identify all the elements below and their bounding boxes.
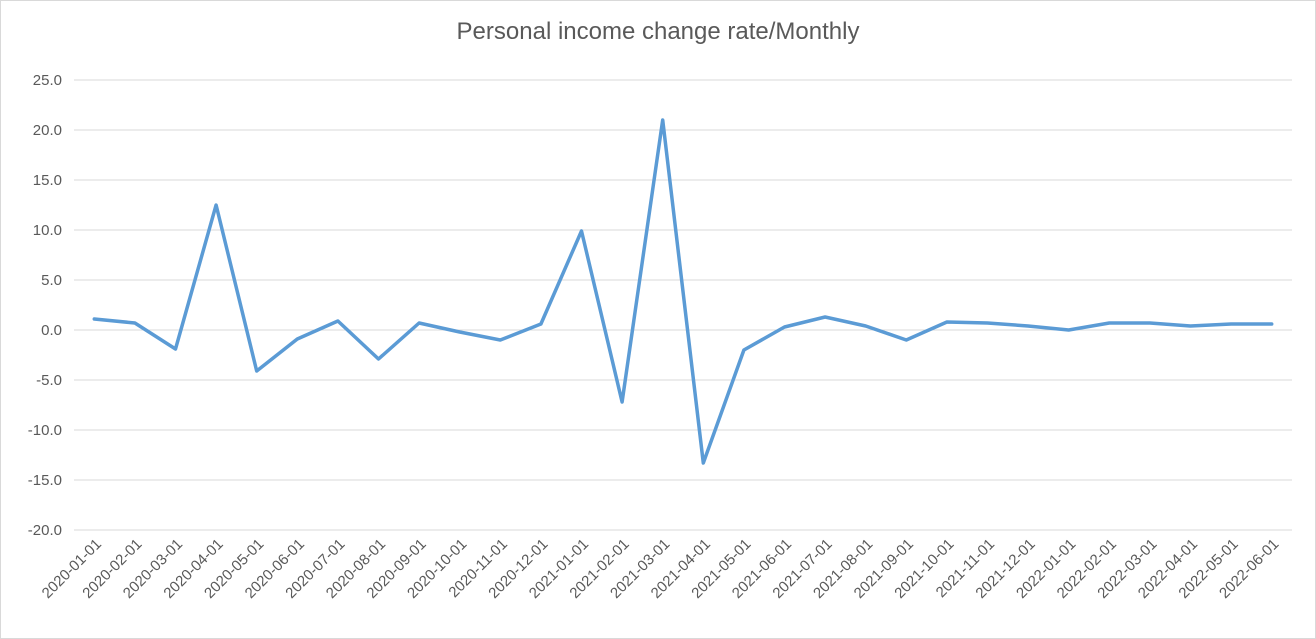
- data-point: [823, 315, 827, 319]
- chart-title: Personal income change rate/Monthly: [456, 18, 860, 45]
- data-point: [986, 321, 990, 325]
- data-point: [417, 321, 421, 325]
- gridlines: [74, 79, 1292, 531]
- data-point: [336, 319, 340, 323]
- data-point: [1189, 324, 1193, 328]
- data-point: [864, 324, 868, 328]
- y-tick-label: 5.0: [41, 272, 62, 289]
- data-point: [904, 338, 908, 342]
- data-point: [1026, 324, 1030, 328]
- data-point: [214, 203, 218, 207]
- data-point: [783, 325, 787, 329]
- y-tick-label: -5.0: [36, 372, 62, 389]
- data-point: [661, 118, 665, 122]
- data-point: [174, 347, 178, 351]
- data-point: [133, 321, 137, 325]
- y-tick-label: 0.0: [41, 322, 62, 339]
- data-point: [945, 320, 949, 324]
- data-point: [1270, 322, 1274, 326]
- data-point: [539, 322, 543, 326]
- data-point: [295, 337, 299, 341]
- data-point: [1107, 321, 1111, 325]
- y-tick-label: -20.0: [28, 522, 62, 539]
- data-point: [92, 317, 96, 321]
- y-tick-label: 10.0: [33, 222, 62, 239]
- y-axis: 25.0 20.0 15.0 10.0 5.0 0.0 -5.0 -10.0 -15.0 -20.…: [28, 72, 62, 539]
- x-axis: 2020-01-012020-02-012020-03-012020-04-01…: [39, 536, 1283, 602]
- data-point: [1148, 321, 1152, 325]
- data-point: [458, 330, 462, 334]
- data-point: [498, 338, 502, 342]
- y-tick-label: 25.0: [33, 72, 62, 89]
- data-point: [1067, 328, 1071, 332]
- data-point: [255, 369, 259, 373]
- data-point: [620, 400, 624, 404]
- y-tick-label: -15.0: [28, 472, 62, 489]
- series-layer: [92, 118, 1274, 465]
- series-line: [92, 118, 1274, 465]
- data-point: [1229, 322, 1233, 326]
- data-point: [580, 229, 584, 233]
- y-tick-label: 15.0: [33, 172, 62, 189]
- y-tick-label: -10.0: [28, 422, 62, 439]
- data-point: [377, 357, 381, 361]
- data-point: [701, 461, 705, 465]
- y-tick-label: 20.0: [33, 122, 62, 139]
- data-point: [742, 348, 746, 352]
